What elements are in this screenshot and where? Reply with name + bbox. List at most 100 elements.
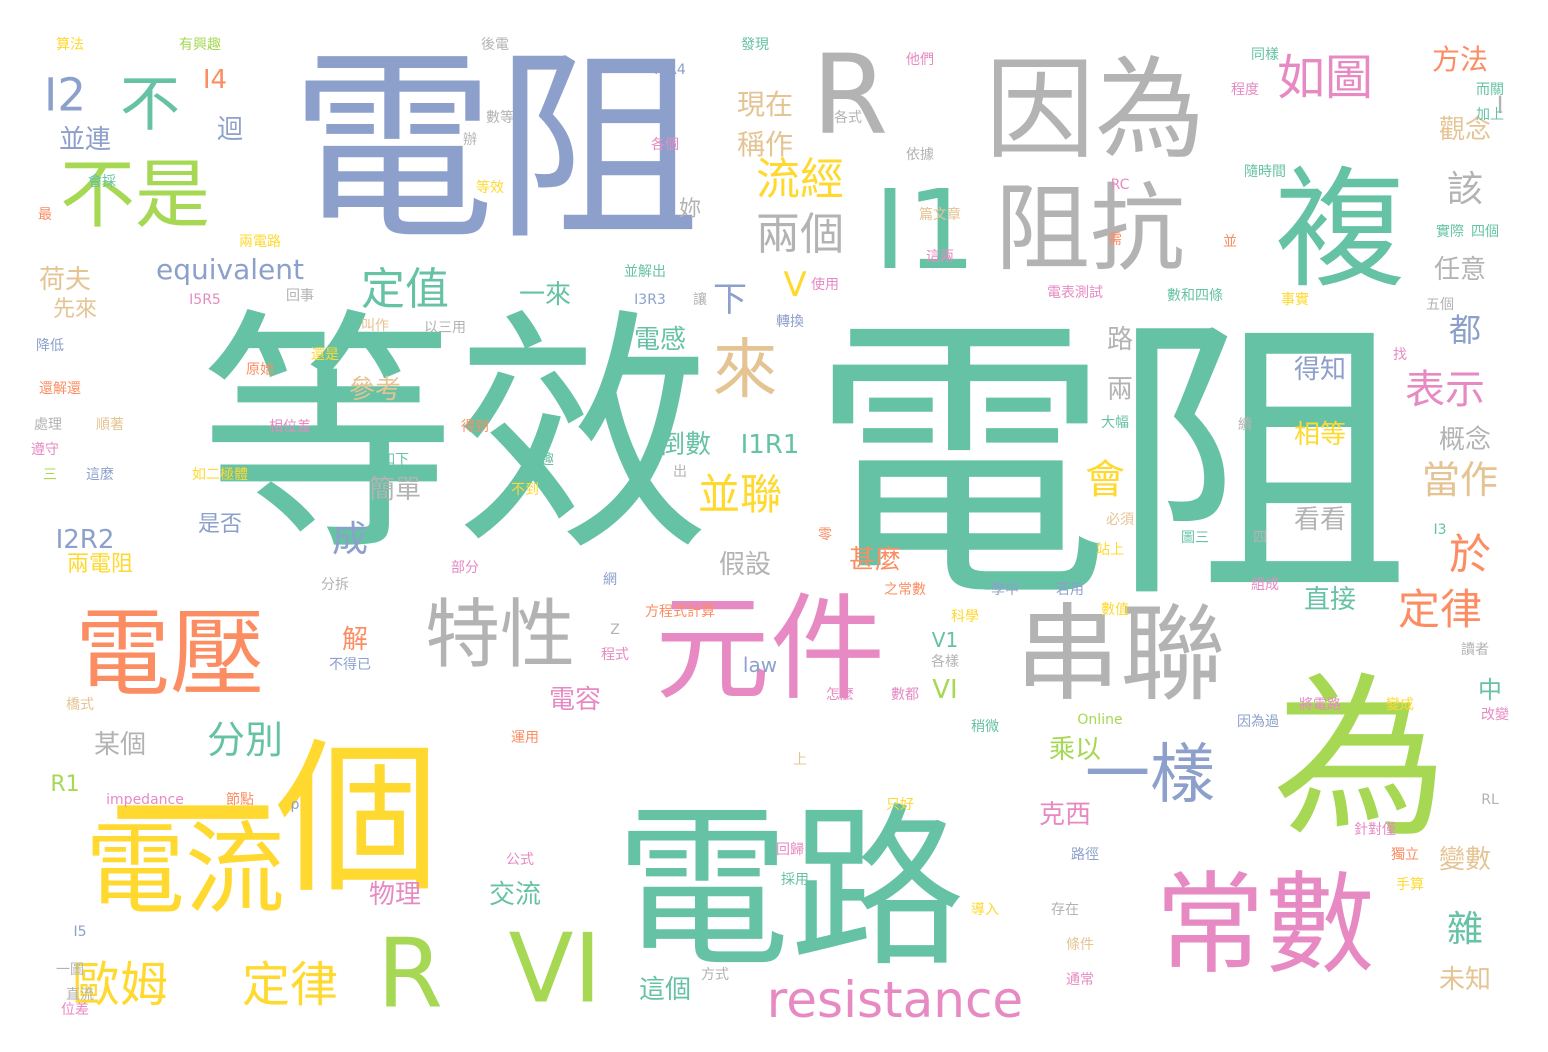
word-cjk-175: ρ xyxy=(290,797,300,813)
word-cjk-130: 處理 xyxy=(34,417,62,433)
word-cjk-159: 各樣 xyxy=(931,654,959,670)
word-cjk-167: 將電路 xyxy=(1299,697,1341,713)
word-cjk-88: 妳 xyxy=(678,197,702,222)
word-cjk-11: 元件 xyxy=(654,582,886,717)
word-cjk-160: 不得已 xyxy=(329,657,371,673)
word-cjk-193: 位差 xyxy=(61,1002,89,1018)
word-cjk-163: 數都 xyxy=(891,687,919,703)
word-cjk-178: 針對僅 xyxy=(1354,822,1396,838)
word-cjk-20: 一樣 xyxy=(1084,737,1216,813)
word-cjk-157: 組成 xyxy=(1251,577,1279,593)
word-r: R xyxy=(376,919,444,1030)
word-cjk-31: 並聯 xyxy=(697,470,783,519)
word-cjk-139: 如下 xyxy=(381,452,409,468)
word-cjk-56: 得知 xyxy=(1293,355,1347,385)
word-law: law xyxy=(742,653,778,677)
word-cjk-172: 上 xyxy=(793,752,807,768)
word-cjk-180: 採用 xyxy=(781,872,809,888)
word-cjk-132: 相位差 xyxy=(269,419,311,435)
word-cjk-94: 他們 xyxy=(906,52,934,68)
word-cjk-189: 一圖 xyxy=(56,962,84,978)
word-cjk-194: 最 xyxy=(38,207,52,223)
word-cjk-30: 定值 xyxy=(361,264,449,315)
word-cjk-176: 只好 xyxy=(886,797,914,813)
word-cjk-97: 而關 xyxy=(1476,82,1504,98)
word-cjk-149: 部分 xyxy=(451,560,479,576)
word-cjk-53: 一來 xyxy=(518,280,572,310)
word-i: I xyxy=(1496,91,1504,119)
word-cjk-129: 還解還 xyxy=(39,381,81,397)
word-cjk-174: 節點 xyxy=(226,792,254,808)
word-cjk-57: 相等 xyxy=(1293,420,1347,450)
word-cjk-18: 特性 xyxy=(424,590,576,679)
word-cjk-78: 這個 xyxy=(638,975,692,1005)
word-cjk-40: 成 xyxy=(331,519,369,560)
word-cjk-118: 回事 xyxy=(286,288,314,304)
word-cjk-92: 後電 xyxy=(481,37,509,53)
word-cjk-192: 通常 xyxy=(1066,972,1094,988)
word-cjk-116: 使用 xyxy=(811,277,839,293)
word-cjk-81: 中 xyxy=(1478,676,1502,704)
word-cjk-121: 事實 xyxy=(1281,292,1309,308)
word-cjk-35: 於 xyxy=(1448,530,1492,579)
word-cjk-32: 表示 xyxy=(1405,367,1485,413)
word-cjk-128: 還是 xyxy=(311,347,339,363)
word-cjk-8: 複 xyxy=(1274,154,1406,306)
word-cjk-15: 電流 xyxy=(85,811,285,928)
word-vi: VI xyxy=(932,675,958,705)
word-cjk-43: 都 xyxy=(1448,311,1482,349)
word-cjk-148: 分拆 xyxy=(321,577,349,593)
word-cjk-59: 概念 xyxy=(1438,425,1492,455)
word-cjk-142: 不到 xyxy=(511,482,539,498)
word-cjk-52: 荷夫 xyxy=(38,265,92,295)
word-cjk-164: 稍微 xyxy=(971,719,999,735)
word-r1: R1 xyxy=(50,772,80,797)
word-cjk-120: 數和四條 xyxy=(1167,288,1223,304)
word-cjk-14: 常數 xyxy=(1155,861,1375,989)
word-cjk-46: 稱作 xyxy=(736,128,794,161)
word-cjk-196: 找 xyxy=(1393,347,1407,363)
word-cjk-37: 分別 xyxy=(206,718,284,762)
word-i5r5: I5R5 xyxy=(189,292,221,308)
word-cjk-153: 之常數 xyxy=(884,582,926,598)
word-cjk-200: 讓 xyxy=(693,292,707,308)
word-cjk-50: 迴 xyxy=(216,115,244,145)
word-i2: I2 xyxy=(44,68,86,122)
word-cjk-109: 實際 xyxy=(1436,224,1464,240)
word-cjk-190: 直流 xyxy=(66,987,94,1003)
word-cjk-34: 定律 xyxy=(1397,585,1483,634)
word-cjk-155: 若用 xyxy=(1056,582,1084,598)
word-cjk-33: 當作 xyxy=(1421,458,1499,502)
word-cjk-133: 得到 xyxy=(461,419,489,435)
word-cjk-134: 大幅 xyxy=(1101,415,1129,431)
word-v: V xyxy=(783,265,807,305)
word-cjk-12: 串聯 xyxy=(1014,593,1226,716)
word-cjk-141: 出 xyxy=(673,464,687,480)
word-cjk-72: 某個 xyxy=(93,730,147,760)
word-cjk-161: 橋式 xyxy=(66,697,94,713)
word-cjk-45: 現在 xyxy=(736,88,794,121)
word-cjk-93: 發現 xyxy=(741,37,769,53)
word-cjk-69: 兩 xyxy=(1106,375,1134,405)
word-cjk-195: 辦 xyxy=(463,132,477,148)
word-vi: VI xyxy=(508,914,602,1025)
word-i1r1: I1R1 xyxy=(740,430,800,460)
word-cjk-112: 這兩 xyxy=(926,249,954,265)
word-cjk-166: 因為過 xyxy=(1237,714,1279,730)
word-cjk-122: 五個 xyxy=(1426,297,1454,313)
word-i4r4: I4R4 xyxy=(654,62,686,78)
word-equivalent: equivalent xyxy=(156,253,304,286)
word-cjk-145: 圖三 xyxy=(1181,530,1209,546)
word-cjk-5: 為 xyxy=(1272,658,1448,862)
word-cjk-171: 運用 xyxy=(511,730,539,746)
word-cjk-87: 是否 xyxy=(197,512,243,537)
word-cjk-22: 不 xyxy=(120,70,180,140)
word-cjk-58: 看看 xyxy=(1293,505,1347,535)
word-cjk-85: 先來 xyxy=(52,297,98,322)
word-cjk-76: 物理 xyxy=(368,880,422,910)
word-cjk-75: 克西 xyxy=(1038,800,1092,830)
word-cjk-144: 站上 xyxy=(1096,542,1124,558)
word-cjk-123: 以三用 xyxy=(424,320,466,336)
word-cjk-181: 公式 xyxy=(506,852,534,868)
